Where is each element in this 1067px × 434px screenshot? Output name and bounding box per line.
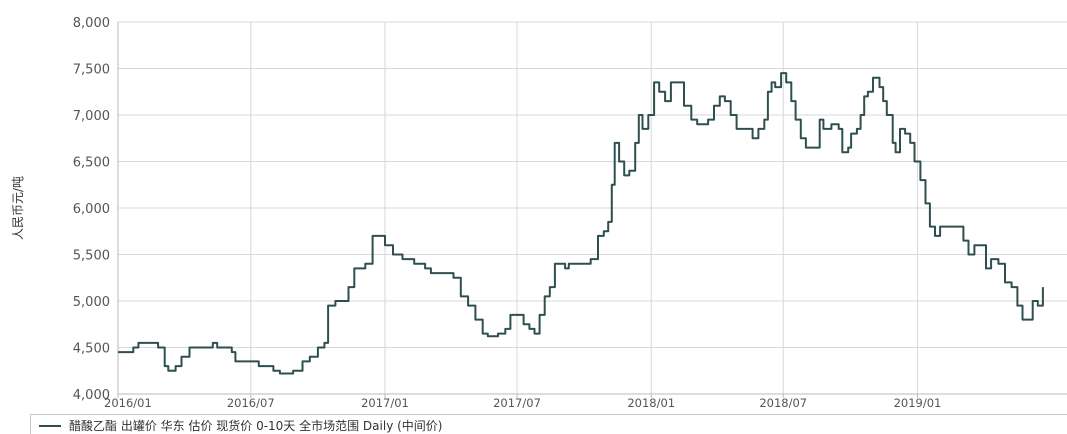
series-line	[118, 72, 1044, 375]
y-tick-label: 4,000	[73, 388, 110, 403]
series-group	[118, 72, 1044, 375]
gridlines	[117, 21, 1067, 398]
y-tick-label: 4,500	[73, 342, 110, 357]
x-tick-label: 2018/07	[759, 396, 807, 410]
y-tick-labels: 4,000 4,500 5,000 5,500 6,000 6,500 7,000 7,500…	[73, 16, 110, 403]
x-tick-label: 2016/07	[227, 396, 275, 410]
legend-swatch	[39, 425, 61, 427]
legend: 醋酸乙酯 出罐价 华东 估价 现货价 0-10天 全市场范围 Daily (中间…	[30, 414, 1067, 434]
y-tick-label: 7,500	[73, 63, 110, 78]
y-tick-label: 6,000	[73, 202, 110, 217]
x-tick-labels: 2016/01 2016/07 2017/01 2017/07 2018/01 2018/…	[104, 396, 941, 410]
y-axis-label: 人民币元/吨	[11, 176, 25, 240]
y-tick-label: 8,000	[73, 16, 110, 31]
legend-label[interactable]: 醋酸乙酯 出罐价 华东 估价 现货价 0-10天 全市场范围 Daily (中间…	[69, 419, 443, 433]
x-tick-label: 2019/01	[894, 396, 942, 410]
y-tick-label: 7,000	[73, 109, 110, 124]
axes	[117, 22, 1067, 395]
x-tick-label: 2017/07	[493, 396, 541, 410]
x-tick-label: 2016/01	[104, 396, 152, 410]
x-tick-label: 2017/01	[361, 396, 409, 410]
y-tick-label: 5,500	[73, 249, 110, 264]
y-tick-label: 5,000	[73, 295, 110, 310]
x-tick-label: 2018/01	[627, 396, 675, 410]
y-tick-label: 6,500	[73, 156, 110, 171]
